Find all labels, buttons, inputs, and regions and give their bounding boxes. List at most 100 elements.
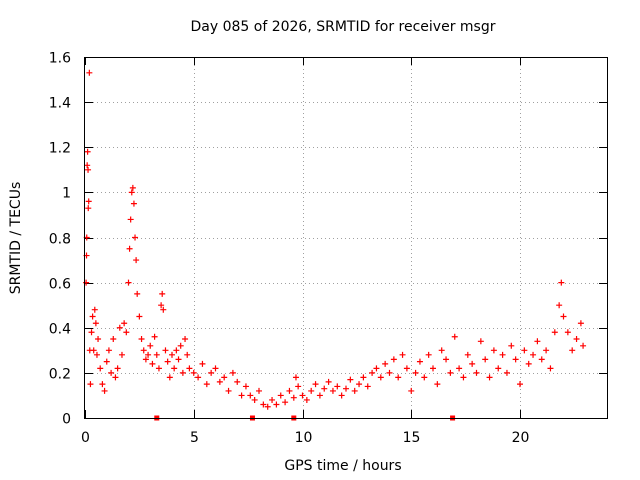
data-point xyxy=(83,279,90,286)
data-point xyxy=(153,351,160,358)
plot-border xyxy=(84,57,608,419)
data-point xyxy=(208,369,215,376)
data-point xyxy=(334,383,341,390)
x-tick-label: 0 xyxy=(81,430,90,446)
data-point xyxy=(451,333,458,340)
data-point xyxy=(273,401,280,408)
data-point xyxy=(134,290,141,297)
data-point xyxy=(147,342,154,349)
data-point xyxy=(151,333,158,340)
data-point xyxy=(103,358,110,365)
data-point xyxy=(303,396,310,403)
data-point xyxy=(364,383,371,390)
y-tick-label: 0.6 xyxy=(49,277,71,293)
data-point xyxy=(149,360,156,367)
data-point xyxy=(416,358,423,365)
data-point xyxy=(286,387,293,394)
data-point xyxy=(234,378,241,385)
x-tick-label: 5 xyxy=(190,430,199,446)
data-points xyxy=(83,69,587,421)
data-point xyxy=(438,347,445,354)
x-axis-label: GPS time / hours xyxy=(284,458,401,474)
data-point xyxy=(573,336,580,343)
data-point xyxy=(412,369,419,376)
data-point xyxy=(425,351,432,358)
data-point xyxy=(92,320,99,327)
data-point xyxy=(569,347,576,354)
data-point xyxy=(512,356,519,363)
data-point xyxy=(534,338,541,345)
data-point xyxy=(347,376,354,383)
data-point xyxy=(447,369,454,376)
data-point xyxy=(421,374,428,381)
data-point xyxy=(338,392,345,399)
data-point xyxy=(84,162,91,169)
data-point xyxy=(558,279,565,286)
data-point xyxy=(125,279,132,286)
data-point xyxy=(343,385,349,392)
data-point xyxy=(89,313,96,320)
data-point xyxy=(377,374,384,381)
data-point xyxy=(443,356,450,363)
data-point xyxy=(290,394,297,401)
data-point xyxy=(118,351,125,358)
data-point xyxy=(114,365,121,372)
data-point xyxy=(251,396,258,403)
data-point xyxy=(166,374,173,381)
data-point xyxy=(175,356,182,363)
data-point xyxy=(86,69,93,76)
data-point xyxy=(369,369,376,376)
data-point xyxy=(99,381,106,388)
data-point xyxy=(112,374,119,381)
data-point xyxy=(356,381,363,388)
data-point xyxy=(179,369,186,376)
data-point xyxy=(91,306,98,313)
data-point xyxy=(160,306,167,313)
data-point xyxy=(395,374,402,381)
data-point xyxy=(543,347,550,354)
data-point xyxy=(329,387,336,394)
data-point xyxy=(403,365,410,372)
x-tick-label: 20 xyxy=(512,430,530,446)
data-point xyxy=(105,347,112,354)
data-point xyxy=(84,148,91,155)
data-point xyxy=(312,381,319,388)
data-point xyxy=(399,351,406,358)
data-point xyxy=(126,245,133,252)
data-point xyxy=(129,184,136,191)
data-point xyxy=(292,374,299,381)
data-point xyxy=(264,403,271,410)
data-point xyxy=(473,369,480,376)
data-point xyxy=(469,360,476,367)
data-point xyxy=(130,200,137,207)
y-tick-label: 1.2 xyxy=(49,141,71,157)
data-point xyxy=(85,205,92,212)
data-point xyxy=(87,381,94,388)
data-point xyxy=(499,351,506,358)
data-point xyxy=(260,401,267,408)
data-point xyxy=(171,365,178,372)
data-point xyxy=(295,383,302,390)
data-point xyxy=(133,257,140,264)
data-point xyxy=(382,360,389,367)
data-point xyxy=(221,374,228,381)
data-point xyxy=(108,369,115,376)
data-point xyxy=(169,351,175,358)
data-point xyxy=(580,342,587,349)
data-point xyxy=(195,374,202,381)
data-point xyxy=(299,392,306,399)
data-point xyxy=(486,374,493,381)
data-point xyxy=(88,329,95,336)
data-point xyxy=(547,365,554,372)
data-point xyxy=(203,381,210,388)
data-point xyxy=(93,351,100,358)
data-point xyxy=(110,336,117,343)
data-point xyxy=(434,381,441,388)
x-tick-label: 10 xyxy=(295,430,313,446)
chart-title: Day 085 of 2026, SRMTID for receiver msg… xyxy=(191,19,496,35)
data-point xyxy=(277,392,284,399)
data-point xyxy=(321,385,328,392)
y-axis-label: SRMTID / TECUs xyxy=(8,182,24,295)
data-point xyxy=(256,387,262,394)
data-point xyxy=(351,387,358,394)
